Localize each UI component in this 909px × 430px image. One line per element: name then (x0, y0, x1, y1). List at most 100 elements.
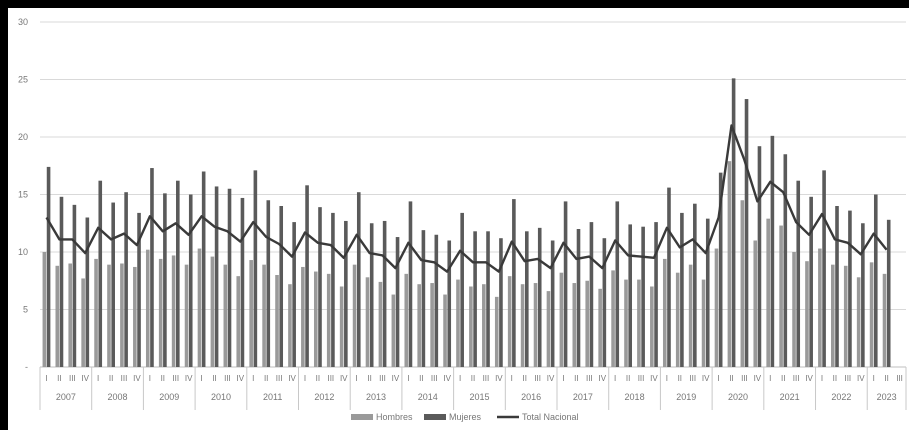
x-tick-quarter: III (379, 374, 386, 383)
bar-mujeres (576, 229, 581, 367)
bar-hombres (818, 248, 822, 367)
bar-mujeres (98, 180, 103, 367)
bar-mujeres (654, 222, 658, 367)
bar-hombres (339, 286, 344, 367)
y-tick-label: 20 (18, 132, 28, 142)
bar-mujeres (499, 238, 503, 367)
x-tick-quarter: III (224, 374, 231, 383)
bar-mujeres (460, 212, 464, 367)
x-tick-quarter: IV (288, 374, 296, 383)
bar-mujeres (292, 222, 296, 367)
bar-mujeres (46, 166, 51, 367)
bar-mujeres (705, 218, 710, 367)
x-tick-quarter: I (252, 374, 254, 383)
x-tick-quarter: IV (547, 374, 555, 383)
bar-hombres (120, 263, 124, 367)
x-tick-quarter: III (69, 374, 76, 383)
x-tick-quarter: IV (340, 374, 348, 383)
x-tick-quarter: I (821, 374, 823, 383)
bar-mujeres (227, 188, 232, 367)
x-tick-quarter: IV (805, 374, 813, 383)
x-tick-quarter: II (522, 374, 526, 383)
bar-hombres (740, 200, 745, 367)
x-tick-quarter: I (511, 374, 513, 383)
bar-hombres (210, 256, 215, 367)
bar-mujeres (680, 212, 684, 367)
bar-hombres (94, 258, 98, 367)
bar-mujeres (693, 203, 697, 367)
x-tick-year: 2015 (469, 392, 489, 402)
bar-hombres (456, 279, 460, 367)
bar-hombres (792, 252, 796, 367)
x-tick-quarter: IV (754, 374, 762, 383)
x-tick-quarter: IV (650, 374, 658, 383)
bar-hombres (611, 270, 615, 367)
bar-mujeres (563, 201, 568, 367)
y-tick-label: 25 (18, 75, 28, 85)
x-tick-quarter: III (741, 374, 748, 383)
x-tick-year: 2007 (56, 392, 76, 402)
line-total-nacional (45, 124, 888, 273)
bar-hombres (391, 294, 396, 367)
bar-hombres (81, 278, 85, 367)
x-tick-quarter: I (614, 374, 616, 383)
bar-mujeres (201, 171, 206, 367)
bar-mujeres (770, 135, 775, 367)
bar-hombres (520, 284, 525, 367)
x-tick-year: 2012 (314, 392, 334, 402)
x-tick-quarter: II (678, 374, 682, 383)
x-tick-quarter: IV (392, 374, 400, 383)
bar-hombres (494, 296, 499, 367)
bar-mujeres (163, 193, 167, 367)
x-tick-quarter: I (873, 374, 875, 383)
bar-mujeres (369, 223, 374, 367)
bar-hombres (831, 264, 835, 367)
y-tick-label: 10 (18, 247, 28, 257)
x-tick-quarter: I (304, 374, 306, 383)
x-tick-quarter: I (45, 374, 47, 383)
x-tick-quarter: III (276, 374, 283, 383)
x-tick-quarter: II (574, 374, 578, 383)
bar-hombres (637, 279, 641, 367)
bar-hombres (417, 284, 421, 367)
y-tick-label: 30 (18, 17, 28, 27)
x-tick-quarter: IV (495, 374, 503, 383)
x-tick-quarter: I (200, 374, 202, 383)
y-axis: - 5 10 15 20 25 30 (18, 17, 28, 372)
x-tick-quarter: IV (443, 374, 451, 383)
x-tick-quarter: I (562, 374, 564, 383)
bar-mujeres (537, 227, 542, 367)
x-tick-year: 2011 (263, 392, 282, 402)
bar-mujeres (150, 168, 154, 367)
x-tick-year: 2021 (780, 392, 800, 402)
bar-mujeres (382, 220, 387, 367)
bar-mujeres (848, 210, 852, 367)
bar-hombres (688, 264, 693, 367)
bar-mujeres (525, 231, 529, 367)
bar-hombres (301, 266, 305, 367)
bar-mujeres (318, 207, 322, 367)
bar-hombres (882, 273, 887, 367)
x-tick-quarter: II (781, 374, 785, 383)
bar-hombres (275, 275, 279, 367)
bar-mujeres (886, 219, 891, 367)
x-tick-year: 2009 (159, 392, 179, 402)
bar-mujeres (85, 217, 90, 367)
bar-hombres (184, 264, 189, 367)
bar-hombres (805, 261, 809, 367)
x-tick-quarter: I (717, 374, 719, 383)
bar-mujeres (124, 192, 128, 367)
x-tick-year: 2013 (366, 392, 386, 402)
x-tick-quarter: IV (598, 374, 606, 383)
bar-mujeres (253, 170, 258, 367)
bar-hombres (171, 255, 176, 367)
bar-mujeres (434, 234, 439, 367)
bar-mujeres (356, 192, 361, 367)
bar-hombres (701, 279, 706, 367)
bar-mujeres (486, 231, 490, 367)
bar-mujeres (615, 201, 620, 367)
bar-mujeres (331, 212, 335, 367)
x-tick-quarter: II (57, 374, 61, 383)
x-tick-quarter: I (149, 374, 151, 383)
